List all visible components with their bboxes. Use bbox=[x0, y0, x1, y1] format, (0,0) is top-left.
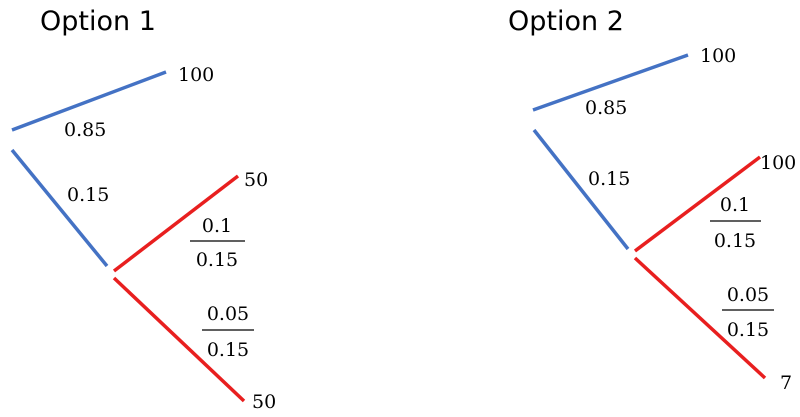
option-2-top-outcome: 100 bbox=[700, 45, 736, 67]
option-2-bottom-prob-numerator: 0.05 bbox=[727, 284, 769, 306]
option-2-mid-prob-numerator: 0.1 bbox=[720, 194, 750, 216]
option-2-mid-outcome: 100 bbox=[760, 152, 796, 174]
option-2-mid-prob-denominator: 0.15 bbox=[714, 230, 756, 252]
option-1-bottom-outcome: 50 bbox=[252, 391, 276, 413]
option-1-bottom-branch bbox=[112, 276, 246, 403]
option-1-mid-outcome: 50 bbox=[244, 169, 268, 191]
option-1-mid-branch bbox=[112, 174, 240, 273]
option-2-bottom-prob-fraction: 0.05 0.15 bbox=[722, 284, 774, 341]
option-2-top-prob: 0.85 bbox=[585, 97, 627, 119]
option-2-down-prob: 0.15 bbox=[588, 168, 630, 190]
option-1-down-branch bbox=[10, 148, 109, 268]
option-2-bottom-prob-denominator: 0.15 bbox=[727, 319, 769, 341]
option-1-top-prob: 0.85 bbox=[64, 119, 106, 141]
option-1-down-prob: 0.15 bbox=[67, 184, 109, 206]
option-1-mid-prob-denominator: 0.15 bbox=[196, 249, 238, 271]
option-1-mid-prob-fraction: 0.1 0.15 bbox=[190, 215, 245, 271]
option-2-title: Option 2 bbox=[508, 6, 624, 37]
option-2-mid-branch bbox=[633, 155, 762, 253]
option-1-tree: Option 1 100 0.85 0.15 50 0.1 0.15 0.05 … bbox=[10, 6, 276, 413]
option-2-down-branch bbox=[532, 128, 630, 251]
option-1-bottom-prob-fraction: 0.05 0.15 bbox=[202, 303, 254, 361]
option-1-title: Option 1 bbox=[40, 6, 156, 37]
option-1-bottom-prob-numerator: 0.05 bbox=[207, 303, 249, 325]
option-2-bottom-outcome: 7 bbox=[780, 372, 792, 394]
option-1-bottom-prob-denominator: 0.15 bbox=[207, 339, 249, 361]
option-2-tree: Option 2 100 0.85 0.15 100 0.1 0.15 0.05… bbox=[508, 6, 796, 394]
option-2-bottom-branch bbox=[633, 256, 767, 380]
option-1-top-outcome: 100 bbox=[178, 64, 214, 86]
option-1-mid-prob-numerator: 0.1 bbox=[202, 215, 232, 237]
option-1-top-branch bbox=[11, 70, 167, 132]
option-2-top-branch bbox=[532, 53, 689, 112]
option-2-mid-prob-fraction: 0.1 0.15 bbox=[710, 194, 761, 252]
